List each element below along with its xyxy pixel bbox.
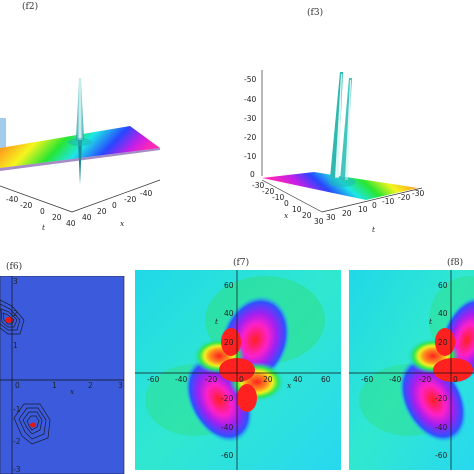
- f2-t-ticks: -40 -20 0 20 40: [6, 195, 76, 228]
- f7-x-ticks: -60 -40 -20 0 20 40 60: [147, 375, 331, 384]
- f3-t-tick: 20: [342, 209, 352, 218]
- surface-plot-f2: -40 -20 0 20 40 40 20 0 -20 -40 t x: [0, 78, 161, 232]
- f3-x-axis-label: x: [284, 211, 289, 220]
- f7-x-tick: -40: [175, 375, 187, 384]
- f2-x-tick: -20: [124, 195, 136, 204]
- f8-y-tick: 40: [438, 309, 448, 318]
- f3-t-tick: 30: [326, 213, 336, 222]
- f6-x-tick: 3: [118, 381, 123, 390]
- f8-y-tick: 60: [438, 281, 448, 290]
- f3-z-ticks: -50 -40 -30 -20 -10 0: [244, 75, 256, 179]
- f2-x-ticks: 40 20 0 -20 -40: [82, 189, 152, 222]
- f3-z-tick: -10: [244, 152, 256, 161]
- f8-y-tick: -20: [435, 394, 447, 403]
- f7-y-tick: 40: [224, 309, 234, 318]
- f6-y-tick: -2: [13, 437, 21, 446]
- f6-x-axis-label: x: [70, 387, 75, 396]
- f2-x-axis-label: x: [120, 219, 125, 228]
- f3-z-tick: -50: [244, 75, 256, 84]
- contour-plot-f6: 0 1 2 3 3 2 1 -1 -2 -3 x: [0, 276, 125, 474]
- f3-z-tick: -40: [244, 95, 256, 104]
- f7-y-ticks: 60 40 20 -20 -40 -60: [221, 281, 234, 460]
- f2-t-axis-label: t: [42, 223, 46, 232]
- panel-label-f6: (f6): [6, 262, 23, 272]
- f3-x-tick: -10: [272, 193, 284, 202]
- f3-z-tick: -20: [244, 133, 256, 142]
- f2-x-tick: 20: [97, 207, 107, 216]
- f3-x-tick: 30: [314, 217, 324, 226]
- f7-y-axis-label: t: [215, 317, 219, 326]
- f6-x-tick: 1: [52, 381, 57, 390]
- f8-y-tick: 20: [438, 338, 448, 347]
- f8-x-tick: -20: [419, 375, 431, 384]
- f7-x-tick: 40: [293, 375, 303, 384]
- f7-y-tick: 60: [224, 281, 234, 290]
- f3-t-tick: -20: [398, 193, 410, 202]
- panel-label-f7: (f7): [233, 258, 250, 268]
- f7-x-tick: 0: [239, 375, 244, 384]
- f2-x-tick: -40: [140, 189, 152, 198]
- f7-y-tick: -20: [221, 394, 233, 403]
- f8-x-tick: -40: [389, 375, 401, 384]
- f8-x-tick: -60: [361, 375, 373, 384]
- f3-t-ticks: 30 20 10 0 -10 -20 -30: [326, 189, 424, 222]
- f6-x-tick: 0: [15, 381, 20, 390]
- f2-t-tick: 40: [66, 219, 76, 228]
- panel-label-f3: (f3): [307, 8, 324, 18]
- f3-z-tick: 0: [250, 170, 255, 179]
- f3-t-tick: 0: [372, 201, 377, 210]
- f2-t-tick: -20: [20, 201, 32, 210]
- f6-y-tick: 1: [13, 341, 18, 350]
- f2-x-tick: 0: [112, 201, 117, 210]
- f7-x-tick: 20: [263, 375, 273, 384]
- f8-x-ticks: -60 -40 -20 0: [361, 375, 458, 384]
- f3-t-tick: -10: [382, 197, 394, 206]
- f6-y-ticks: 3 2 1 -1 -2 -3: [13, 277, 21, 474]
- f3-z-tick: -30: [244, 114, 256, 123]
- f6-peak-lower: [13, 403, 51, 445]
- panel-label-f2: (f2): [22, 2, 39, 12]
- f7-x-tick: -20: [205, 375, 217, 384]
- f2-x-tick: 40: [82, 213, 92, 222]
- f3-x-tick: -20: [262, 187, 274, 196]
- f8-y-tick: -60: [435, 451, 447, 460]
- f2-t-tick: -40: [6, 195, 18, 204]
- f7-x-axis-label: x: [287, 381, 292, 390]
- f8-y-ticks: 60 40 20 -20 -40 -60: [435, 281, 448, 460]
- density-plot-f7: -60 -40 -20 0 20 40 60 60 40 20 -20 -40 …: [135, 270, 341, 470]
- f3-t-axis-label: t: [372, 225, 376, 234]
- f3-x-tick: -30: [252, 181, 264, 190]
- f6-y-tick: 3: [13, 277, 18, 286]
- f2-t-tick: 20: [52, 213, 62, 222]
- f6-y-tick: 2: [13, 309, 18, 318]
- f7-x-tick: -60: [147, 375, 159, 384]
- panel-label-f8: (f8): [447, 258, 464, 268]
- f6-x-tick: 2: [88, 381, 93, 390]
- surface-plot-f3: -50 -40 -30 -20 -10 0 -30 -20 -10 0 10 2…: [244, 70, 424, 234]
- f2-t-tick: 0: [40, 207, 45, 216]
- f7-y-tick: -40: [221, 423, 233, 432]
- f6-y-tick: -3: [13, 465, 21, 474]
- f3-x-tick: 10: [292, 205, 302, 214]
- density-plot-f8: -60 -40 -20 0 60 40 20 -20 -40 -60 t: [349, 270, 474, 470]
- f3-t-tick: -30: [412, 189, 424, 198]
- f6-y-tick: -1: [13, 405, 21, 414]
- f3-t-tick: 10: [358, 205, 368, 214]
- f8-y-axis-label: t: [429, 317, 433, 326]
- f7-y-tick: -60: [221, 451, 233, 460]
- f8-x-tick: 0: [453, 375, 458, 384]
- f7-y-tick: 20: [224, 338, 234, 347]
- f7-x-tick: 60: [321, 375, 331, 384]
- f3-x-tick: 0: [284, 199, 289, 208]
- f8-y-tick: -40: [435, 423, 447, 432]
- f6-x-ticks: 0 1 2 3: [15, 381, 123, 390]
- f3-x-tick: 20: [302, 211, 312, 220]
- f3-x-ticks: -30 -20 -10 0 10 20 30: [252, 181, 324, 226]
